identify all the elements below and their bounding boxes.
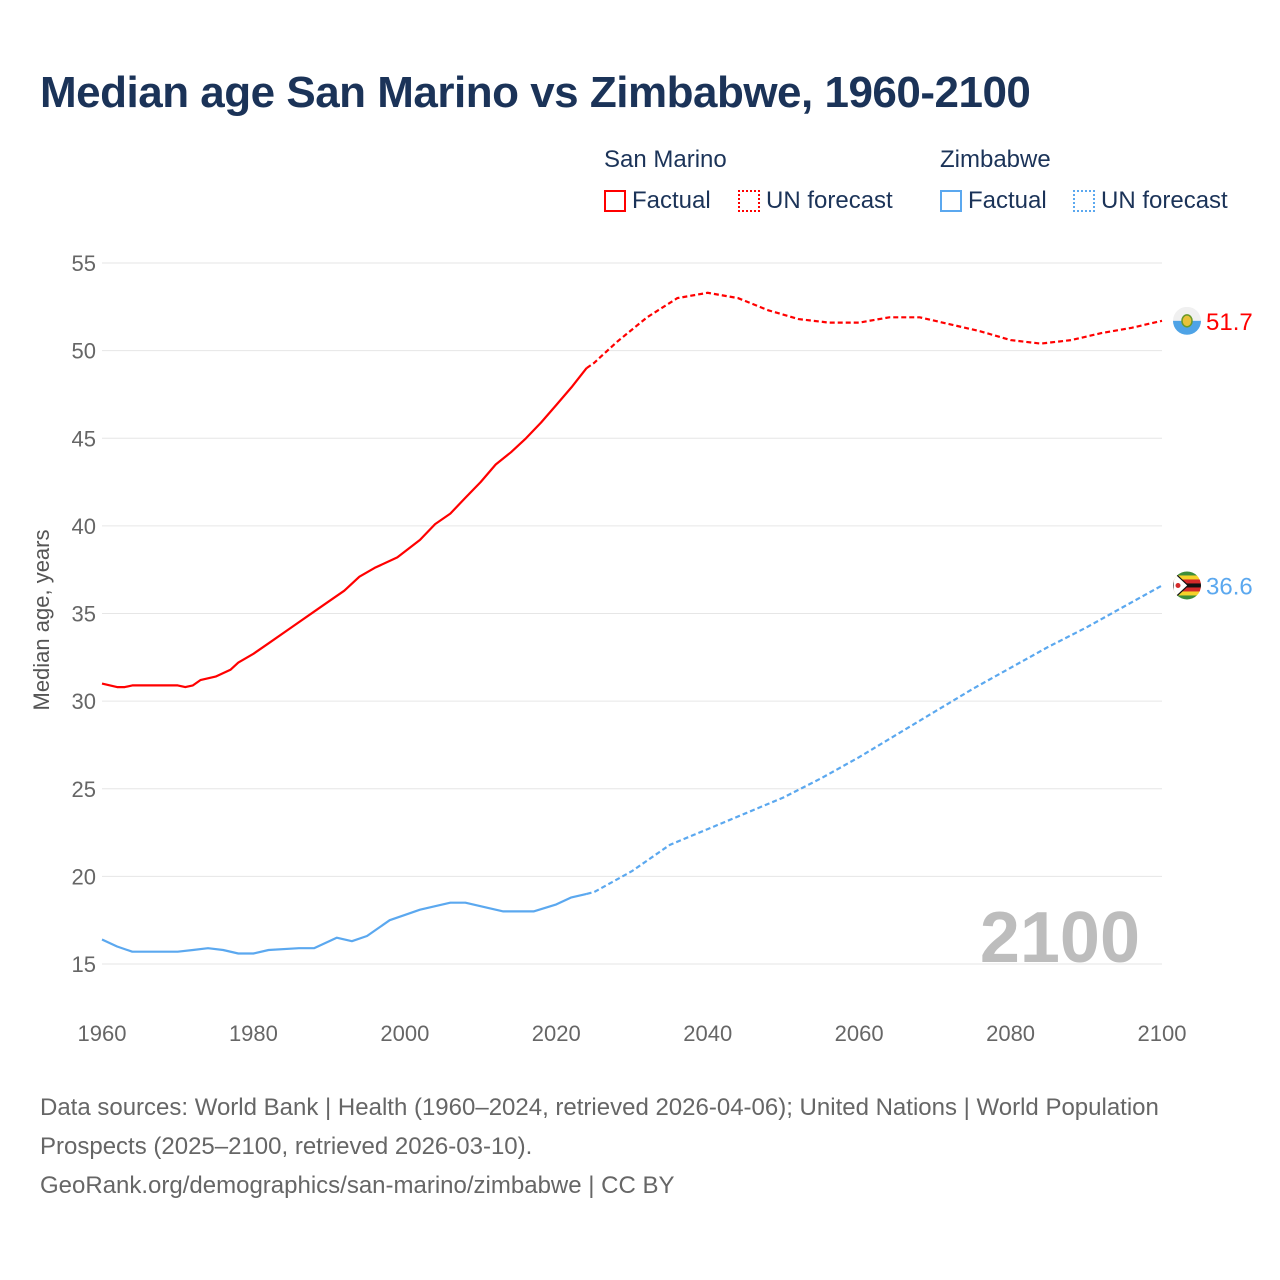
x-tick-label: 2000: [380, 1021, 429, 1046]
x-tick-label: 2040: [683, 1021, 732, 1046]
line-san-marino-forecast: [585, 291, 1163, 370]
legend-group-san-marino: San Marino: [604, 146, 727, 173]
flag-stripe: [1173, 571, 1201, 576]
flag-stripe: [1173, 591, 1201, 596]
page-title: Median age San Marino vs Zimbabwe, 1960-…: [40, 68, 1031, 117]
legend-swatch-solid: [604, 190, 626, 212]
y-tick-label: 15: [72, 952, 96, 977]
legend-zimbabwe-forecast[interactable]: UN forecast: [1073, 187, 1228, 215]
y-axis-title: Median age, years: [29, 529, 54, 711]
line-zimbabwe-factual: [101, 892, 587, 955]
flag-stripe: [1173, 579, 1201, 584]
source-link[interactable]: GeoRank.org/demographics/san-marino/zimb…: [40, 1172, 675, 1199]
flag-emblem: [1181, 314, 1193, 328]
legend-swatch-solid: [940, 190, 962, 212]
footer: Data sources: World Bank | Health (1960–…: [40, 1088, 1220, 1205]
flag-blue: [1173, 320, 1201, 335]
y-tick-label: 50: [72, 339, 96, 364]
line-zimbabwe-forecast: [586, 584, 1163, 895]
y-tick-label: 45: [72, 426, 96, 451]
legend-group-zimbabwe: Zimbabwe: [940, 146, 1051, 173]
year-watermark: 2100: [980, 898, 1140, 978]
legend-swatch-dotted: [738, 190, 760, 212]
x-tick-label: 2080: [986, 1021, 1035, 1046]
y-tick-label: 40: [72, 514, 96, 539]
flag-star: [1175, 582, 1181, 588]
flag-san-marino-icon: [1173, 306, 1201, 335]
y-tick-label: 20: [72, 864, 96, 889]
legend-swatch-dotted: [1073, 190, 1095, 212]
end-label-zimbabwe: 36.6: [1206, 573, 1253, 600]
flag-body: [1173, 571, 1201, 600]
flag-stripe: [1173, 595, 1201, 600]
legend-label: UN forecast: [766, 187, 893, 214]
x-tick-label: 2060: [835, 1021, 884, 1046]
legend-zimbabwe-factual[interactable]: Factual: [940, 187, 1047, 215]
flag-body: [1173, 306, 1201, 335]
flag-zimbabwe-icon: [1173, 571, 1201, 600]
legend-label: Factual: [632, 187, 711, 214]
legend-san-marino-factual[interactable]: Factual: [604, 187, 711, 215]
y-tick-label: 25: [72, 777, 96, 802]
x-tick-label: 2020: [532, 1021, 581, 1046]
y-tick-label: 55: [72, 251, 96, 276]
x-tick-label: 2100: [1138, 1021, 1187, 1046]
flag-white: [1173, 306, 1201, 321]
data-sources: Data sources: World Bank | Health (1960–…: [40, 1094, 1159, 1160]
y-tick-label: 30: [72, 689, 96, 714]
legend-label: Factual: [968, 187, 1047, 214]
x-tick-label: 1980: [229, 1021, 278, 1046]
line-san-marino-factual: [101, 367, 588, 689]
x-tick-label: 1960: [78, 1021, 127, 1046]
end-label-san-marino: 51.7: [1206, 309, 1253, 336]
flag-stripe: [1173, 575, 1201, 580]
flag-stripe: [1173, 587, 1201, 592]
line-chart: 15 20 25 30 35 40 45 50 55 1960 1980 2000 2020 2040 20…: [72, 251, 1253, 1046]
legend-san-marino-forecast[interactable]: UN forecast: [738, 187, 893, 215]
y-tick-label: 35: [72, 602, 96, 627]
legend-label: UN forecast: [1101, 187, 1228, 214]
